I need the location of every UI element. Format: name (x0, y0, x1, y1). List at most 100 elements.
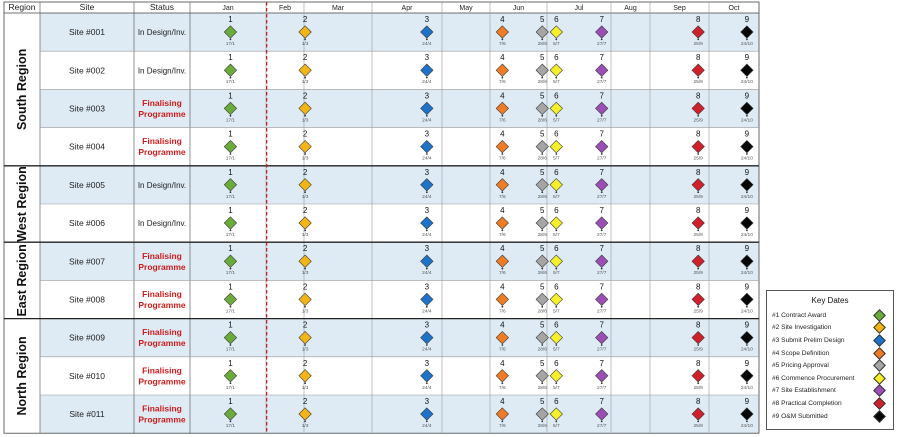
milestone-marker (495, 330, 509, 345)
milestone-date-label: 24/10 (741, 79, 753, 85)
milestone-number: 8 (696, 15, 701, 24)
milestone-marker (549, 178, 563, 192)
milestone-marker (495, 292, 509, 307)
milestone-number: 5 (540, 130, 545, 139)
milestone-dot (425, 76, 428, 79)
milestone-marker (420, 139, 434, 154)
legend-item: #9 O&M Submitted (767, 409, 893, 423)
milestone-date-label: 27/7 (597, 347, 607, 353)
row-background (40, 89, 759, 128)
site-status: In Design/Inv. (138, 28, 186, 37)
milestone-marker (535, 407, 549, 421)
milestone-number: 9 (745, 168, 750, 177)
row-background (40, 13, 759, 52)
milestone-dot (746, 267, 748, 270)
milestone-marker (420, 292, 434, 307)
legend-item-label: #8 Practical Completion (772, 399, 842, 407)
site-name: Site #003 (69, 104, 105, 114)
milestone-marker (549, 369, 563, 383)
milestone-number: 2 (303, 15, 308, 24)
milestone-number: 1 (228, 282, 233, 291)
milestone-dot (697, 382, 700, 385)
milestone-date-label: 17/1 (226, 156, 236, 162)
row-background (40, 127, 759, 166)
milestone-dot (501, 229, 504, 232)
milestone-marker (223, 330, 238, 345)
milestone-dot (425, 229, 428, 232)
site-status: Programme (138, 147, 186, 157)
milestone-number: 2 (303, 244, 308, 253)
row-background (40, 242, 759, 281)
milestone-date-label: 25/9 (694, 423, 704, 429)
milestone-number: 9 (745, 130, 750, 139)
table-border (3, 1, 760, 434)
site-status: Finalising (142, 327, 182, 337)
site-status: Programme (138, 415, 186, 425)
milestone-marker (298, 25, 312, 39)
milestone-date-label: 7/6 (499, 347, 506, 353)
milestone-date-label: 1/3 (302, 385, 309, 391)
milestone-dot (600, 420, 603, 423)
site-name: Site #011 (69, 409, 105, 419)
site-name: Site #005 (69, 180, 105, 190)
milestone-marker (595, 216, 609, 230)
legend-diamond-icon (873, 334, 886, 347)
milestone-date-label: 5/7 (553, 308, 560, 314)
site-status: Programme (138, 376, 186, 386)
milestone-number: 8 (696, 244, 701, 253)
milestone-dot (229, 305, 232, 308)
milestone-marker (495, 101, 509, 116)
milestone-marker (740, 63, 754, 77)
milestone-date-label: 7/6 (499, 41, 506, 47)
site-status: Programme (138, 262, 186, 272)
milestone-dot (600, 382, 603, 385)
milestone-marker (495, 254, 509, 268)
milestone-dot (541, 420, 544, 423)
milestone-marker (549, 292, 563, 307)
site-status: In Design/Inv. (138, 219, 186, 228)
milestone-marker (595, 139, 609, 154)
milestone-marker (740, 254, 754, 268)
milestone-dot (697, 114, 700, 117)
milestone-dot (697, 153, 700, 155)
milestone-date-label: 24/10 (741, 117, 753, 123)
legend-item-label: #6 Commence Procurement (772, 374, 855, 382)
milestone-number: 4 (500, 206, 505, 215)
milestone-dot (746, 229, 748, 232)
milestone-marker (740, 178, 754, 192)
site-status: Programme (138, 109, 186, 119)
legend-item-label: #9 O&M Submitted (772, 412, 828, 420)
milestone-date-label: 28/6 (538, 79, 548, 85)
milestone-dot (746, 38, 748, 41)
milestone-date-label: 1/3 (302, 308, 309, 314)
milestone-date-label: 28/6 (538, 270, 548, 276)
milestone-dot (697, 76, 700, 79)
milestone-date-label: 5/7 (553, 232, 560, 238)
region-label: West Region (15, 166, 29, 241)
milestone-dot (425, 114, 428, 117)
milestone-marker (740, 330, 754, 345)
milestone-marker (549, 330, 563, 345)
milestone-dot (697, 267, 700, 270)
milestone-date-label: 27/7 (597, 385, 607, 391)
milestone-number: 7 (599, 15, 604, 24)
milestone-marker (595, 254, 609, 268)
milestone-dot (304, 114, 306, 117)
milestone-marker (691, 254, 705, 268)
milestone-marker (691, 407, 705, 421)
legend-diamond-icon (873, 409, 886, 423)
site-name: Site #006 (69, 218, 105, 228)
milestone-number: 6 (554, 91, 559, 100)
milestone-number: 3 (425, 359, 430, 368)
milestone-dot (600, 153, 603, 155)
milestone-dot (501, 38, 504, 41)
milestone-number: 2 (303, 359, 308, 368)
milestone-marker (549, 101, 563, 116)
milestone-number: 9 (745, 359, 750, 368)
milestone-date-label: 1/3 (302, 117, 309, 123)
milestone-date-label: 17/1 (226, 347, 236, 353)
milestone-marker (298, 63, 312, 77)
milestone-number: 6 (554, 53, 559, 62)
milestone-marker (595, 101, 609, 116)
